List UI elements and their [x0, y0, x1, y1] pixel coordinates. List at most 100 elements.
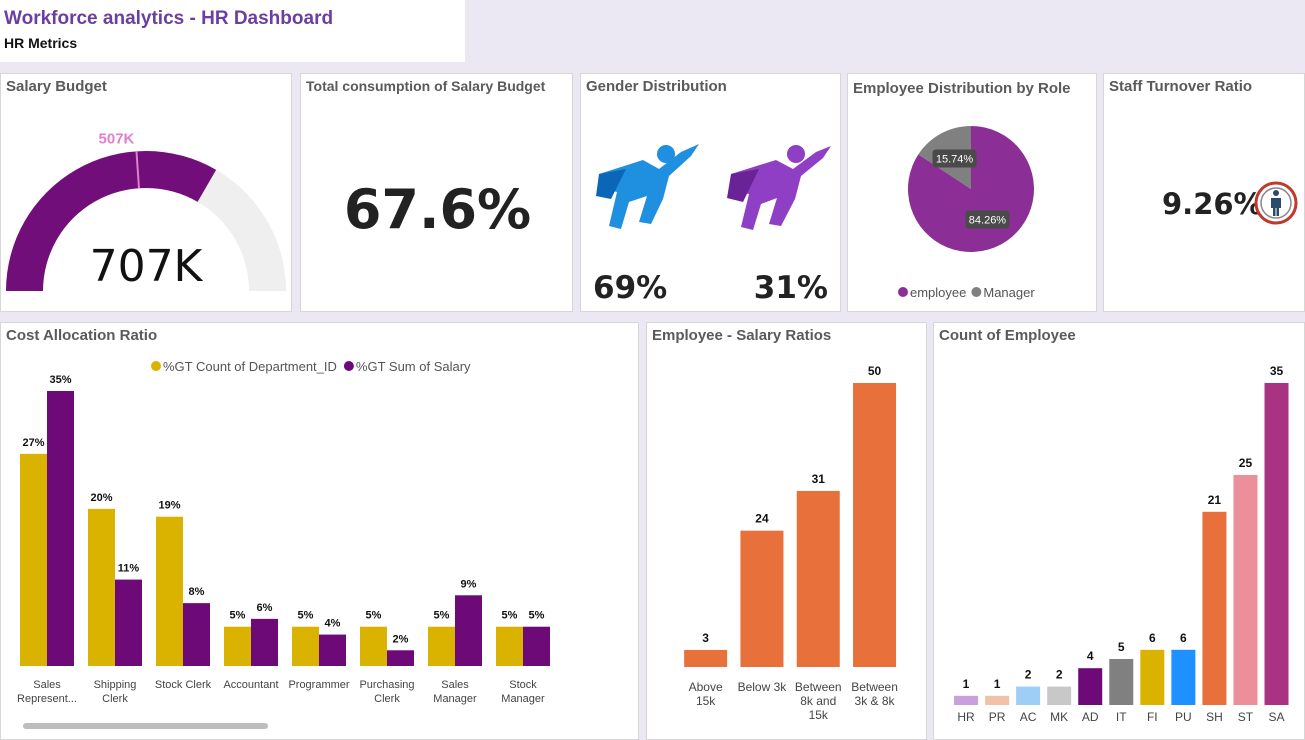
chart-svg: 507K 707K	[6, 130, 286, 292]
bar	[985, 695, 1010, 705]
bar	[1233, 475, 1258, 705]
legend-label: employee	[910, 285, 966, 300]
x-tick-label: Below 3k	[737, 680, 787, 694]
data-label: 5%	[366, 610, 382, 622]
bar	[455, 595, 482, 666]
slice-label-bg	[932, 149, 977, 168]
x-tick-label: Sales Manager	[433, 679, 477, 705]
scrollbar[interactable]	[23, 723, 268, 729]
data-label: 6	[1149, 631, 1156, 645]
gauge-value	[6, 151, 217, 291]
bar	[1171, 649, 1196, 705]
x-tick-label: Above 15k	[688, 680, 723, 708]
data-label: 9%	[461, 578, 477, 590]
bar	[1140, 649, 1165, 705]
cost-panel: Cost Allocation Ratio 27% 35% 20% 11% 19% 8% 5…	[0, 322, 639, 740]
bar	[292, 626, 319, 666]
data-label: 4%	[325, 618, 341, 630]
slice-label: 15.74%	[936, 154, 974, 166]
data-label: 31	[812, 472, 826, 486]
female-icon	[727, 145, 831, 230]
data-label: 19%	[158, 500, 180, 512]
male-icon	[596, 144, 699, 229]
data-label: 6	[1180, 631, 1187, 645]
data-label: 35%	[49, 374, 71, 386]
legend-label: %GT Sum of Salary	[356, 359, 471, 374]
bar	[523, 626, 550, 666]
x-tick-label: SH	[1206, 710, 1223, 724]
chart-svg: 27% 35% 20% 11% 19% 8% 5% 6% 5% 4% 5% 2% 5% 9% 5% 5% %GT…	[20, 359, 550, 666]
legend-marker	[151, 361, 161, 371]
panel-title: Count of Employee	[939, 327, 1076, 344]
bar	[1264, 383, 1289, 705]
data-label: 2	[1025, 668, 1032, 682]
data-label: 4	[1087, 649, 1094, 663]
bar	[740, 530, 784, 667]
target-label: 507K	[99, 130, 135, 147]
kpi-value: 9.26%	[1162, 187, 1263, 221]
data-label: 3	[702, 631, 709, 645]
data-label: 24	[755, 512, 769, 526]
data-label: 1	[963, 677, 970, 691]
icon-head	[1273, 190, 1279, 196]
data-label: 2	[1056, 668, 1063, 682]
x-tick-label: Programmer	[288, 679, 350, 691]
x-tick-label: Sales Represent...	[17, 679, 77, 705]
bar	[496, 626, 523, 666]
data-label: 5%	[230, 610, 246, 622]
panel-title: Gender Distribution	[586, 78, 727, 95]
gender-icons	[596, 144, 831, 230]
data-label: 5%	[529, 610, 545, 622]
data-label: 50	[868, 364, 882, 378]
gauge-target	[135, 151, 140, 189]
data-label: 5%	[298, 610, 314, 622]
chart-svg: 3 24 31 50	[684, 364, 897, 667]
data-label: 35	[1270, 364, 1284, 378]
bar	[183, 603, 210, 666]
data-label: 11%	[118, 563, 140, 575]
data-label: 2%	[393, 633, 409, 645]
bar	[1016, 686, 1041, 705]
gender-panel: Gender Distribution 69% 31%	[580, 73, 841, 312]
data-label: 27%	[22, 437, 44, 449]
header: Workforce analytics - HR Dashboard HR Me…	[0, 0, 465, 62]
gauge-panel: Salary Budget 507K 707K	[0, 73, 292, 312]
bar	[853, 383, 897, 667]
x-tick-label: SA	[1268, 710, 1285, 724]
bar	[1202, 511, 1227, 705]
x-tick-label: ST	[1237, 710, 1254, 724]
chart-svg: 1 1 2 2 4 5 6 6 21 25 35	[954, 364, 1289, 705]
legend-marker	[343, 361, 354, 371]
data-label: 8%	[189, 586, 205, 598]
bar	[360, 626, 387, 666]
panel-title: Salary Budget	[6, 78, 107, 95]
x-tick-label: Between 3k & 8k	[851, 680, 898, 708]
data-label: 5	[1118, 640, 1125, 654]
data-label: 20%	[90, 492, 112, 504]
bar	[796, 490, 840, 667]
legend-label: Manager	[983, 285, 1035, 300]
kpi-value: 67.6%	[343, 178, 532, 241]
panel-title: Cost Allocation Ratio	[6, 327, 158, 344]
bar	[954, 695, 979, 705]
female-share: 31%	[753, 270, 828, 306]
x-tick-label: Stock Clerk	[154, 679, 212, 691]
x-tick-label: Shipping Clerk	[93, 679, 137, 705]
x-tick-label: FI	[1146, 710, 1158, 724]
bar	[428, 626, 455, 666]
consumption-panel: Total consumption of Salary Budget 67.6%	[300, 73, 573, 312]
bar	[156, 516, 183, 666]
chart-svg: 84.26% 15.74% employee Manager	[898, 126, 1035, 300]
icon-body	[1271, 198, 1281, 216]
gauge-value-label: 707K	[90, 241, 204, 292]
data-label: 25	[1239, 456, 1253, 470]
bar	[88, 508, 115, 666]
data-label: 6%	[257, 602, 273, 614]
panel-title: Total consumption of Salary Budget	[306, 78, 546, 94]
x-tick-label: PU	[1175, 710, 1192, 724]
bar	[251, 618, 278, 666]
legend-label: %GT Count of Department_ID	[163, 359, 337, 374]
dashboard-title: Workforce analytics - HR Dashboard	[4, 8, 334, 29]
bar	[20, 453, 47, 666]
